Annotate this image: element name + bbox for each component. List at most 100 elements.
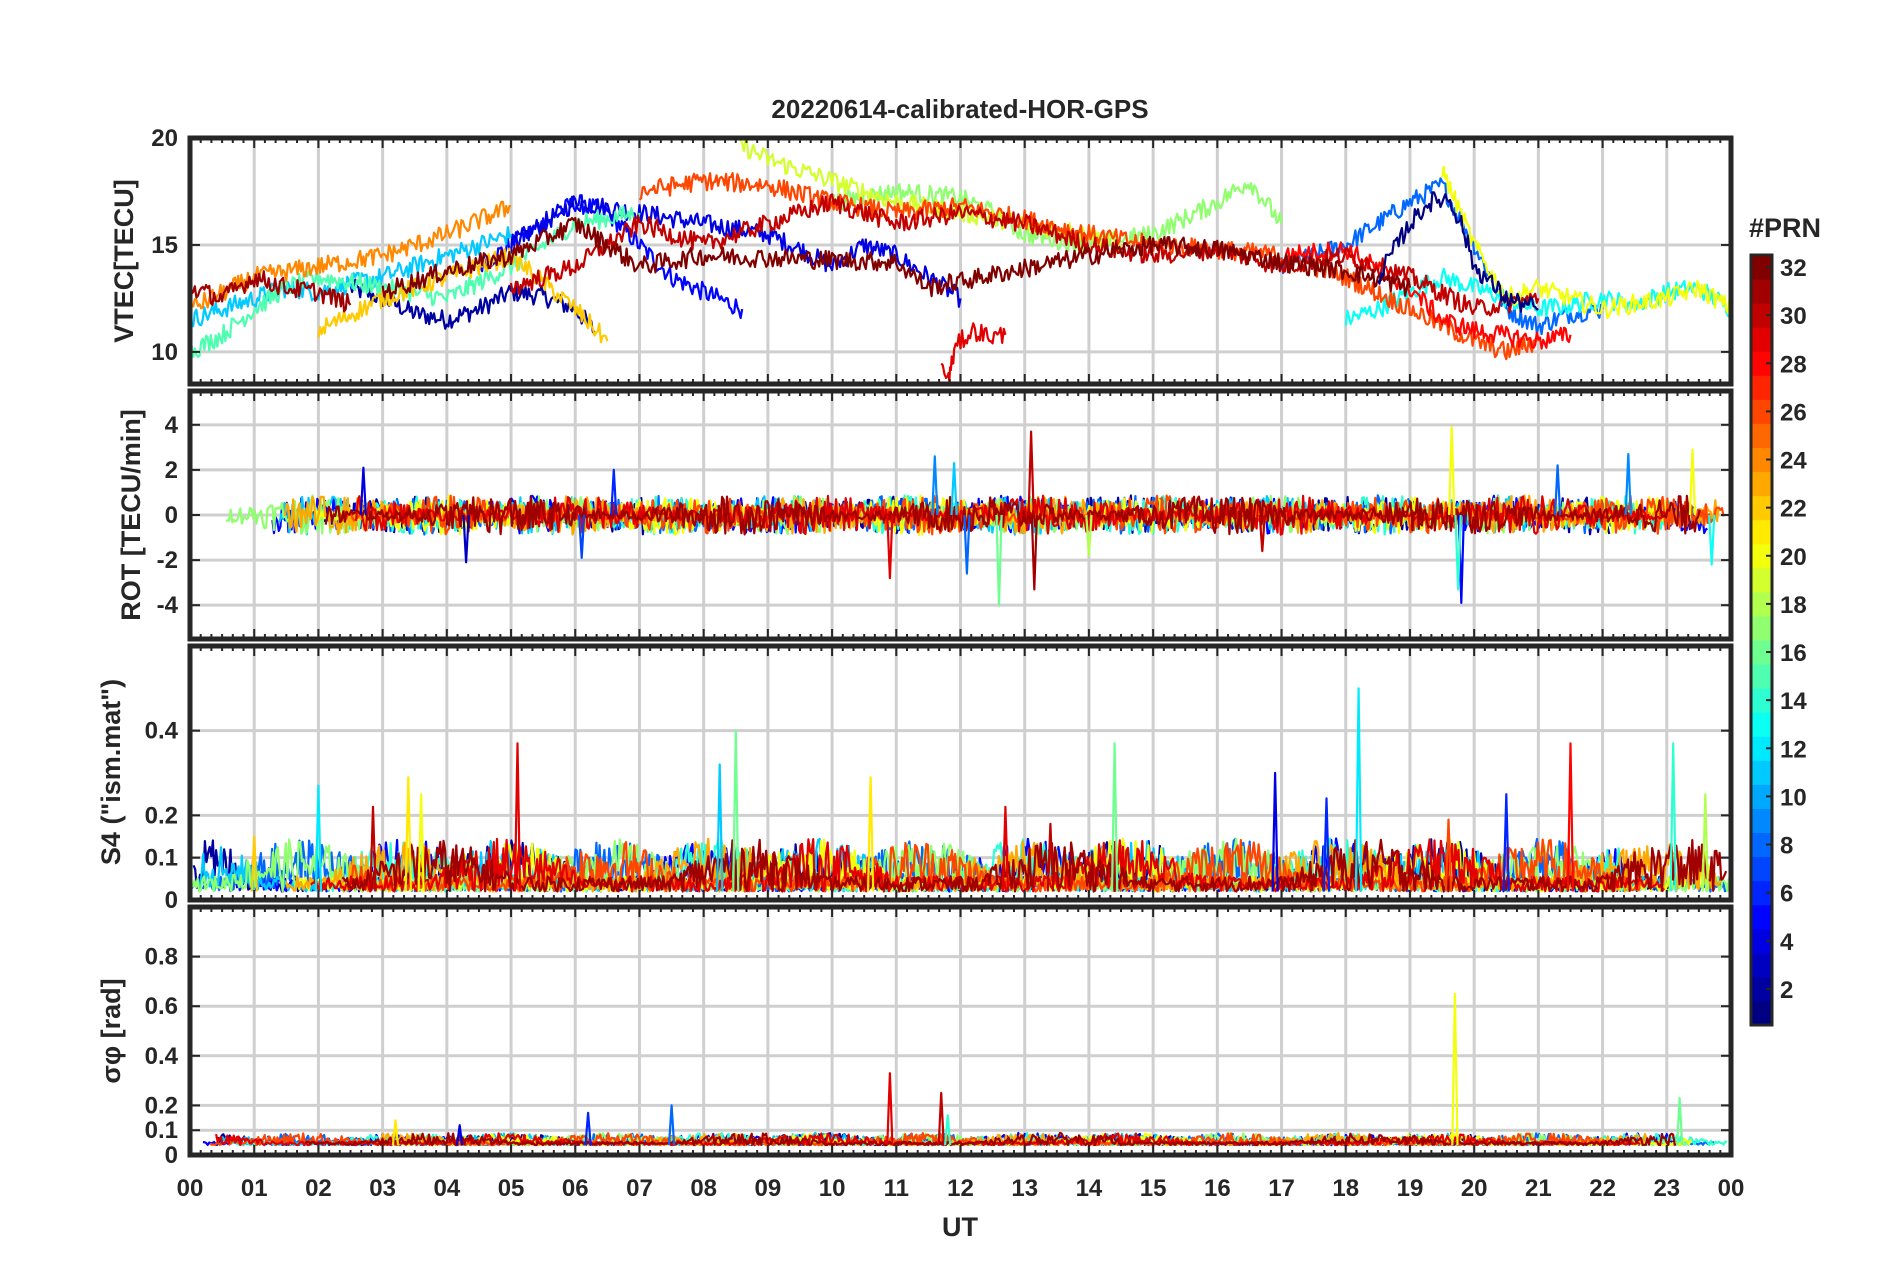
x-axis-tick-labels: 00 01 02 03 04 05 06 07 08 09 10 11 12 13 14 15 16 17 18 19… (177, 1175, 1745, 1202)
colorbar-swatch-prn-11 (1751, 760, 1772, 785)
rot-spike-prn-8 (1554, 464, 1562, 516)
colorbar-swatch-prn-21 (1751, 519, 1772, 545)
colorbar-swatch-prn-18 (1751, 591, 1772, 617)
colorbar-tick-label: 28 (1780, 351, 1807, 378)
rot-spike-prn-30 (1027, 430, 1035, 516)
s4-spike-prn-21 (404, 776, 412, 892)
vtec-ylabel: VTEC[TECU] (109, 179, 139, 343)
x-tick-label: 10 (819, 1175, 846, 1202)
rot-axes-frame (187, 388, 1734, 642)
colorbar-tick-label: 30 (1780, 303, 1807, 330)
vtec-prn-31-line (190, 270, 352, 313)
sigma_phi-spike-prn-30 (937, 1091, 945, 1146)
colorbar-swatch-prn-27 (1751, 375, 1772, 400)
s4-axes-frame (187, 643, 1734, 903)
colorbar-swatch-prn-20 (1751, 543, 1772, 569)
y-tick-label: 0.4 (145, 718, 179, 745)
rot-spike-prn-9 (931, 455, 939, 516)
colorbar-tick-label: 8 (1780, 833, 1793, 860)
y-tick-label: 2 (165, 457, 178, 484)
s4-spike-prn-4 (1271, 771, 1279, 892)
colorbar-tick-label: 6 (1780, 881, 1793, 908)
vtec-prn-26-line (638, 172, 1540, 361)
colorbar-tick-label: 16 (1780, 640, 1807, 667)
s4-spike-prn-29 (1001, 805, 1010, 892)
rot-spike-prn-20 (1688, 448, 1697, 516)
rot-spike-prn-9 (1624, 453, 1632, 516)
colorbar-swatch-prn-4 (1751, 928, 1772, 954)
s4-spike-prn-20 (417, 793, 425, 892)
s4-spike-prn-14 (1669, 742, 1677, 892)
rot-spike-prn-13 (1708, 514, 1716, 566)
y-tick-label: -4 (157, 592, 179, 619)
rot-spike-prn-4 (359, 466, 367, 516)
vtec-prn-1-line (1376, 191, 1539, 313)
vtec-prn-28-line (1280, 241, 1572, 350)
colorbar-swatch-prn-13 (1751, 712, 1772, 737)
sigma_phi-spike-prn-29 (886, 1072, 894, 1146)
vtec-prn-8-line (1280, 177, 1604, 336)
colorbar-swatch-prn-7 (1751, 856, 1772, 882)
colorbar: #PRN 32 30 28 26 24 22 20 18 16 14 12 10 8 6 4 2 (1749, 213, 1821, 1027)
x-tick-label: 00 (1718, 1175, 1745, 1202)
y-tick-label: 0.1 (145, 1117, 178, 1144)
colorbar-tick-label: 14 (1780, 688, 1807, 715)
sigma_phi-spike-prn-8 (667, 1104, 676, 1146)
x-tick-label: 12 (947, 1175, 974, 1202)
colorbar-swatch-prn-30 (1751, 303, 1772, 328)
x-tick-label: 23 (1653, 1175, 1680, 1202)
rot-spike-prn-3 (462, 514, 470, 564)
vtec-prn-32-line (381, 217, 1412, 300)
s4-spike-prn-12 (1354, 687, 1363, 892)
s4-spike-prn-30 (1046, 822, 1055, 892)
y-tick-label: 0 (165, 1142, 178, 1169)
panel-vtec: 10 15 20 VTEC[TECU] (109, 125, 1734, 387)
s4-spike-prn-16 (1110, 742, 1119, 892)
rot-spike-prn-6 (610, 468, 618, 516)
y-tick-label: 0.8 (145, 944, 178, 971)
s4-spike-prn-18 (1701, 793, 1709, 892)
colorbar-swatch-prn-9 (1751, 808, 1772, 833)
rot-spike-prn-14 (1454, 514, 1462, 591)
colorbar-swatch-prn-25 (1751, 423, 1772, 448)
rot-ylabel: ROT [TECU/min] (116, 409, 146, 620)
sigma-phi-ylabel: σφ [rad] (96, 978, 126, 1083)
colorbar-tick-label: 20 (1780, 544, 1807, 571)
vtec-prn-30-line (509, 193, 1540, 317)
colorbar-swatch-prn-29 (1751, 327, 1772, 352)
colorbar-tick-label: 18 (1780, 592, 1807, 619)
vtec-prn-29-line (940, 322, 1007, 383)
x-tick-label: 03 (369, 1175, 396, 1202)
colorbar-swatch-prn-15 (1751, 664, 1772, 689)
s4-spike-prn-26 (1444, 818, 1453, 892)
rot-spike-prn-18 (1085, 514, 1093, 557)
s4-spike-prn-29 (513, 742, 522, 892)
x-axis-label: UT (942, 1212, 978, 1242)
rot-spike-prn-16 (995, 514, 1003, 607)
colorbar-swatch-prn-8 (1751, 832, 1772, 858)
colorbar-tick-label: 24 (1780, 448, 1807, 475)
sigma_phi-spike-prn-21 (391, 1119, 400, 1146)
rot-spike-prn-11 (950, 462, 958, 516)
colorbar-swatch-prn-32 (1751, 255, 1772, 280)
x-tick-label: 01 (241, 1175, 268, 1202)
sigma_phi-spike-prn-20 (1451, 992, 1459, 1146)
colorbar-swatch-prn-16 (1751, 640, 1772, 665)
sigma_phi-spike-prn-6 (584, 1111, 592, 1146)
y-tick-label: 0.6 (145, 993, 178, 1020)
rot-spike-prn-29 (886, 514, 894, 580)
x-tick-label: 15 (1140, 1175, 1167, 1202)
s4-prn-29-trace (310, 837, 1665, 893)
s4-spike-prn-11 (716, 763, 724, 892)
s4-prn-31-trace (341, 838, 1728, 893)
x-tick-label: 04 (433, 1175, 460, 1202)
x-tick-label: 21 (1525, 1175, 1552, 1202)
x-tick-label: 16 (1204, 1175, 1231, 1202)
s4-spike-prn-28 (1566, 742, 1575, 892)
s4-spike-prn-6 (1322, 797, 1331, 892)
y-tick-label: 0 (165, 887, 178, 914)
colorbar-swatch-prn-1 (1751, 1000, 1772, 1026)
s4-spike-prn-30 (369, 805, 377, 892)
colorbar-tick-label: 26 (1780, 399, 1807, 426)
x-tick-label: 00 (177, 1175, 204, 1202)
